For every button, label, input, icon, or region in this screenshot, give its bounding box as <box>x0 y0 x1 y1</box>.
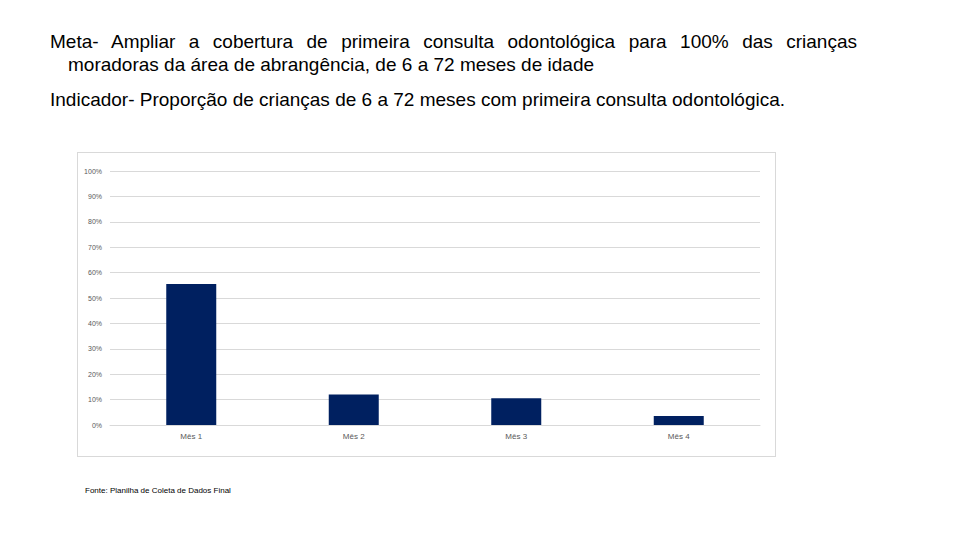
svg-text:0%: 0% <box>92 422 102 429</box>
svg-text:20%: 20% <box>88 371 102 378</box>
svg-text:Mês 4: Mês 4 <box>668 432 690 441</box>
html-text:Meta- Ampliar a cobertura de p: Meta- Ampliar a cobertura de primeira co… <box>50 31 857 75</box>
svg-text:10%: 10% <box>88 396 102 403</box>
svg-text:50%: 50% <box>88 295 102 302</box>
svg-text:Mês 2: Mês 2 <box>343 432 365 441</box>
svg-text:60%: 60% <box>88 269 102 276</box>
svg-text:30%: 30% <box>88 345 102 352</box>
svg-text:90%: 90% <box>88 193 102 200</box>
svg-text:Mês 1: Mês 1 <box>180 432 202 441</box>
svg-text:80%: 80% <box>88 218 102 225</box>
svg-text:40%: 40% <box>88 320 102 327</box>
svg-text:70%: 70% <box>88 244 102 251</box>
svg-text:100%: 100% <box>84 168 102 175</box>
svg-text:Mês 3: Mês 3 <box>505 432 527 441</box>
html-text:Indicador- Proporção de crianç: Indicador- Proporção de crianças de 6 a … <box>50 89 786 110</box>
html-text:Fonte: Planilha de Coleta de D: Fonte: Planilha de Coleta de Dados Final <box>85 486 231 495</box>
